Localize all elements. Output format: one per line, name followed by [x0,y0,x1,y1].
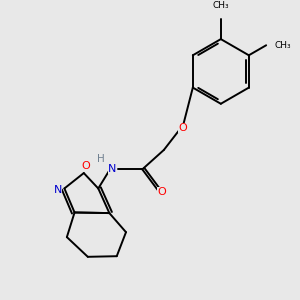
Text: O: O [81,161,90,171]
Text: N: N [53,185,62,195]
Text: N: N [108,164,116,174]
Text: CH₃: CH₃ [275,41,291,50]
Text: O: O [178,123,187,134]
Text: H: H [97,154,105,164]
Text: O: O [157,187,166,196]
Text: CH₃: CH₃ [212,2,229,10]
